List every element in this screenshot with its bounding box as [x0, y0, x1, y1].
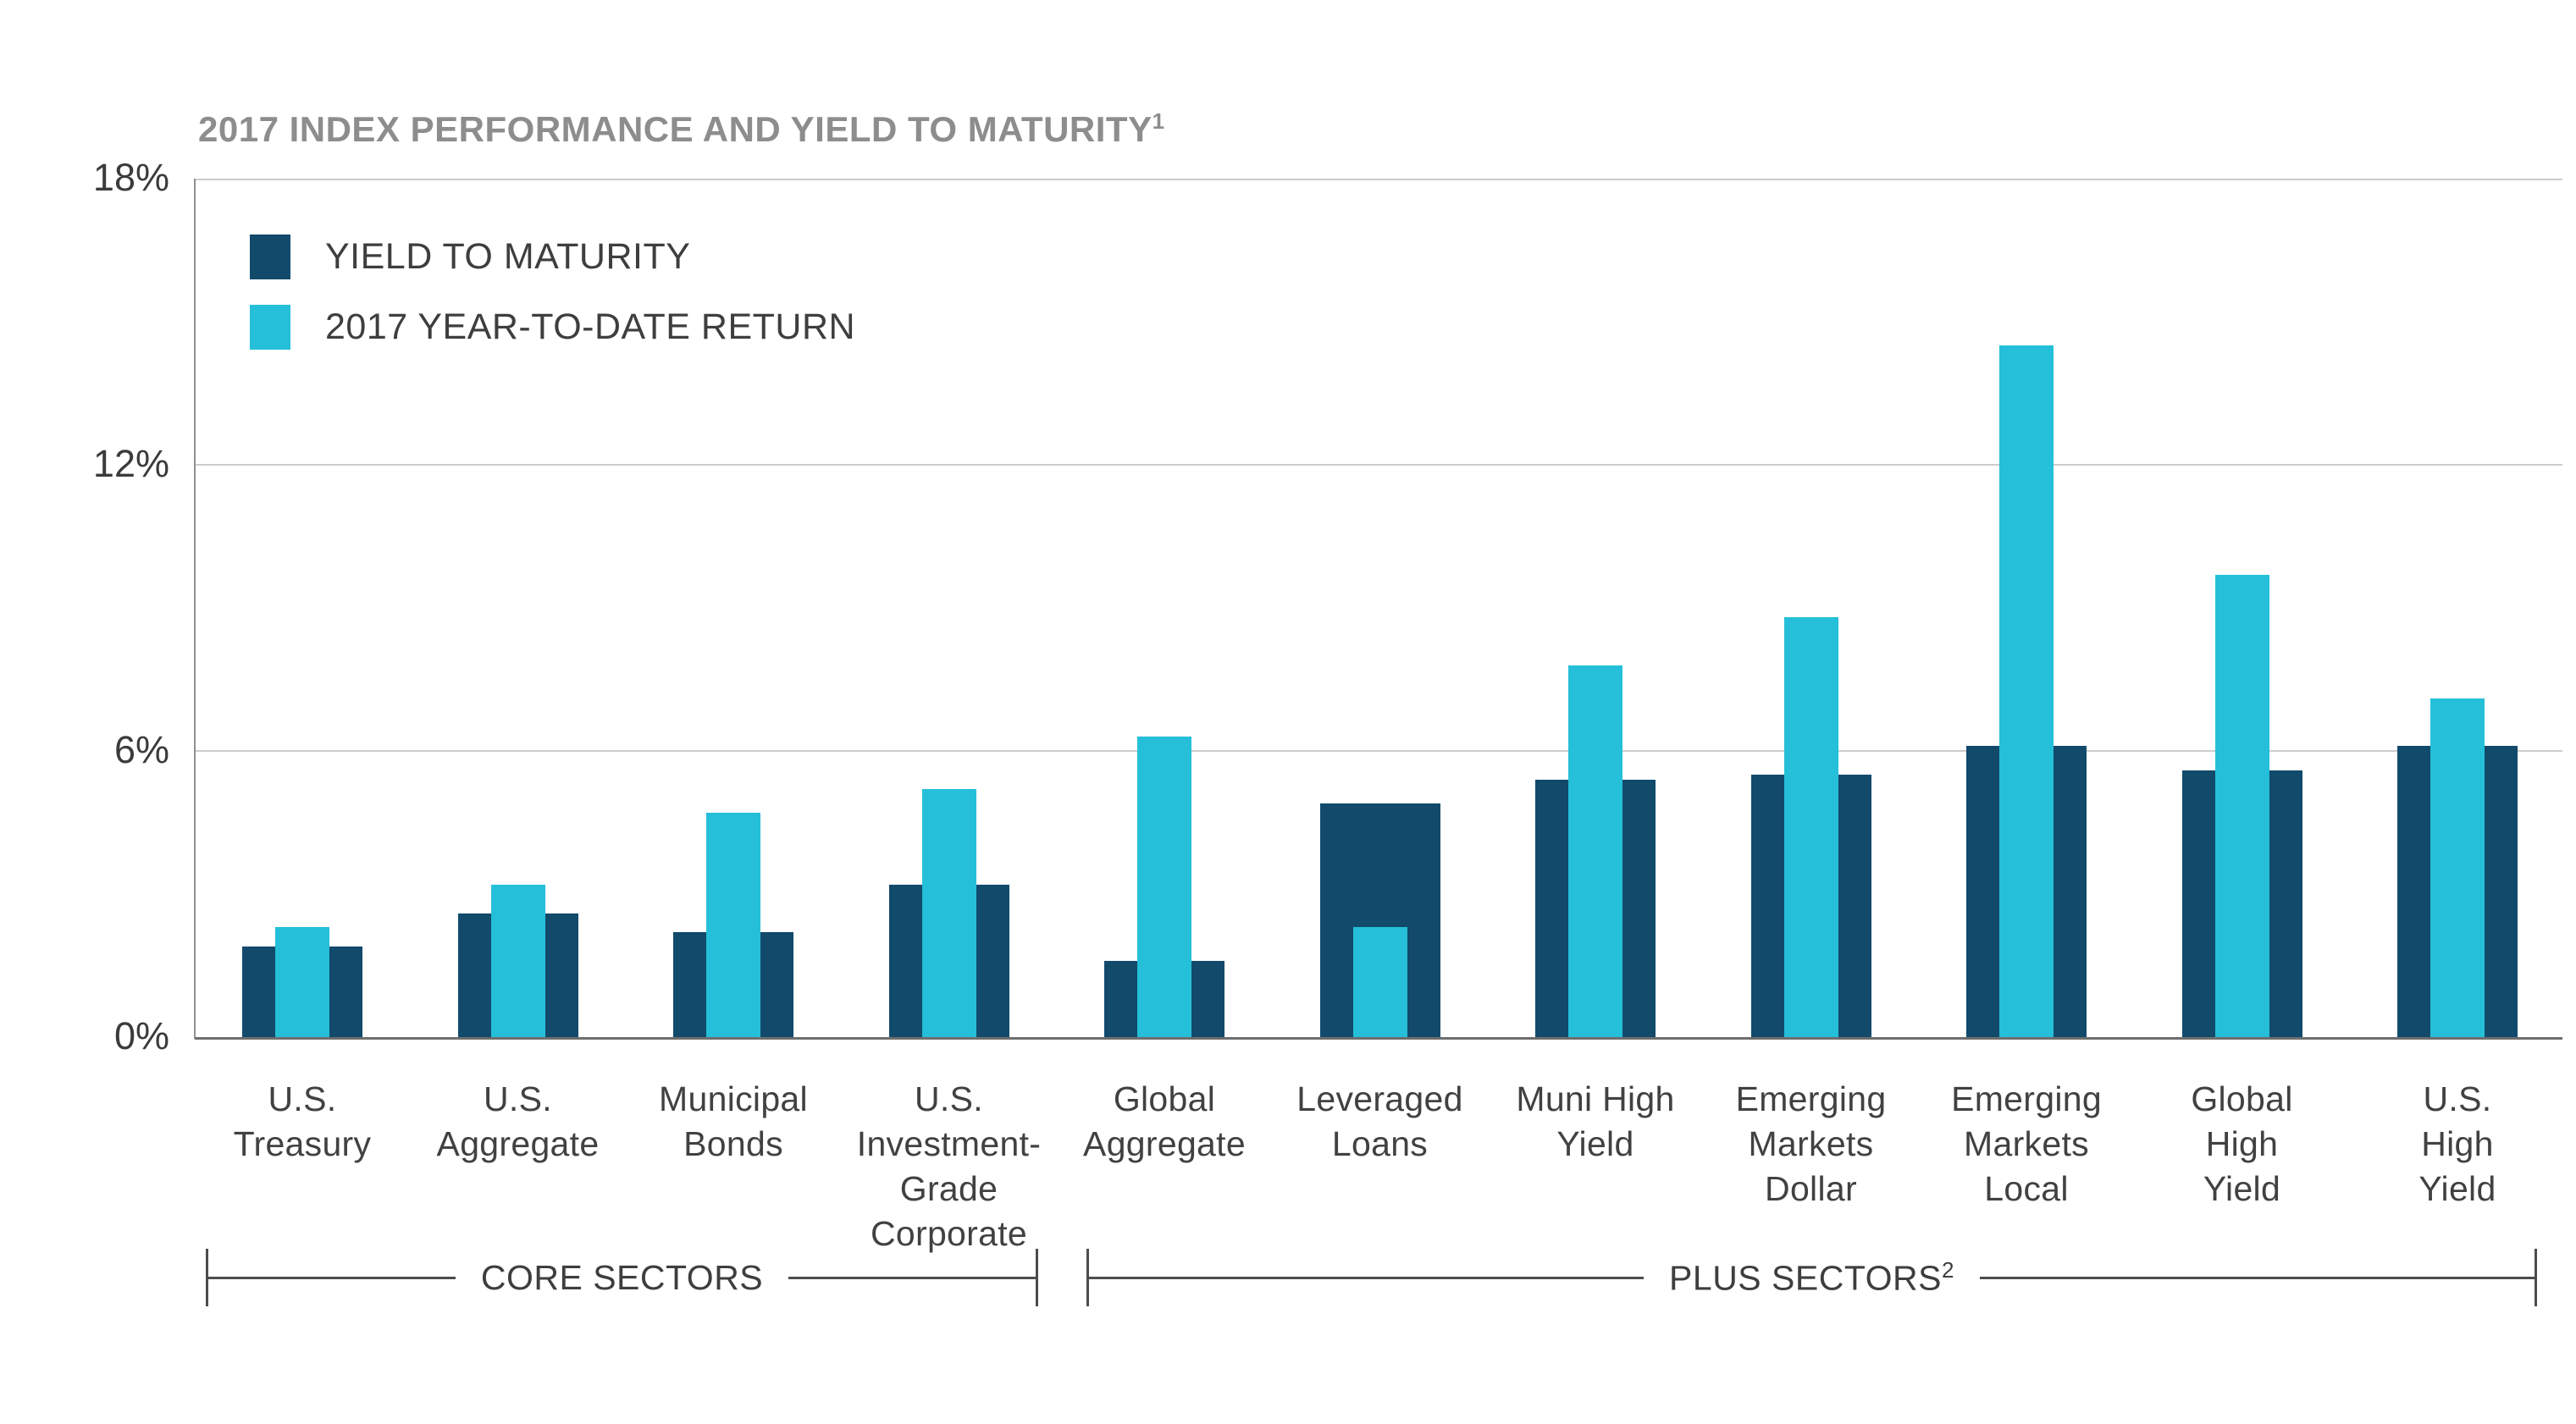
bar-ytd-return-global-high-yield — [2214, 574, 2269, 1037]
legend-item-ytd-return: 2017 YEAR-TO-DATE RETURN — [250, 304, 855, 350]
gridline-6pct — [195, 750, 2562, 752]
bar-ytd-return-emerging-markets-local — [1999, 345, 2054, 1037]
bar-ytd-return-municipal-bonds — [706, 813, 760, 1037]
bracket-line — [788, 1276, 1036, 1279]
x-axis-label-global-high-yield: Global High Yield — [2191, 1079, 2293, 1208]
bracket-right-tick — [2535, 1249, 2538, 1306]
x-axis-label-u-s-investment-grade-corporate: U.S. Investment- Grade Corporate — [856, 1079, 1042, 1253]
legend-label-ytd-return: 2017 YEAR-TO-DATE RETURN — [325, 306, 856, 347]
bracket-right-tick — [1036, 1249, 1038, 1306]
bracket-line — [1979, 1276, 2535, 1279]
y-axis-line — [194, 179, 196, 1039]
plus-sectors-footnote-marker: 2 — [1942, 1256, 1954, 1283]
plus-sectors-label-text: PLUS SECTORS — [1669, 1258, 1942, 1298]
bar-ytd-return-u-s-treasury — [275, 927, 329, 1037]
bar-ytd-return-global-aggregate — [1137, 737, 1191, 1037]
bracket-line — [1089, 1276, 1645, 1279]
chart-title-footnote-marker: 1 — [1152, 108, 1165, 134]
x-axis-label-emerging-markets-dollar: Emerging Markets Dollar — [1735, 1079, 1887, 1208]
y-tick-label-18pct: 18% — [92, 156, 169, 199]
bracket-line — [208, 1276, 456, 1279]
x-axis-label-u-s-high-yield: U.S. High Yield — [2418, 1079, 2496, 1208]
x-axis-label-u-s-treasury: U.S. Treasury — [233, 1079, 372, 1163]
y-tick-label-0pct: 0% — [113, 1014, 169, 1057]
legend-item-yield-to-maturity: YIELD TO MATURITY — [250, 234, 690, 279]
legend-label-yield-to-maturity: YIELD TO MATURITY — [325, 235, 691, 277]
core-sectors-label-text: CORE SECTORS — [480, 1257, 764, 1297]
legend-swatch-ytd-return — [250, 304, 290, 350]
x-axis-label-emerging-markets-local: Emerging Markets Local — [1951, 1079, 2102, 1208]
y-tick-label-12pct: 12% — [92, 442, 169, 485]
core-sectors-bracket: CORE SECTORS — [206, 1249, 1038, 1306]
bar-ytd-return-emerging-markets-dollar — [1783, 617, 1838, 1037]
bar-ytd-return-u-s-aggregate — [490, 884, 545, 1037]
bar-ytd-return-u-s-investment-grade-corporate — [921, 789, 976, 1037]
plus-sectors-bracket: PLUS SECTORS2 — [1086, 1249, 2538, 1306]
x-axis-label-municipal-bonds: Municipal Bonds — [659, 1079, 808, 1163]
gridline-12pct — [195, 464, 2562, 466]
x-axis-label-u-s-aggregate: U.S. Aggregate — [436, 1079, 600, 1163]
core-sectors-label: CORE SECTORS — [456, 1258, 788, 1298]
plot-top-border — [195, 179, 2562, 180]
bracket-left-tick — [1086, 1249, 1089, 1306]
chart-title: 2017 INDEX PERFORMANCE AND YIELD TO MATU… — [198, 108, 1165, 150]
chart-title-text: 2017 INDEX PERFORMANCE AND YIELD TO MATU… — [198, 109, 1153, 149]
bar-ytd-return-muni-high-yield — [1568, 665, 1622, 1037]
legend-swatch-yield-to-maturity — [250, 234, 290, 279]
x-axis-label-leveraged-loans: Leveraged Loans — [1296, 1079, 1463, 1163]
plus-sectors-label: PLUS SECTORS2 — [1644, 1257, 1980, 1299]
x-axis-label-muni-high-yield: Muni High Yield — [1516, 1079, 1675, 1163]
bar-ytd-return-leveraged-loans — [1352, 927, 1407, 1037]
x-axis-label-global-aggregate: Global Aggregate — [1083, 1079, 1246, 1163]
x-axis-line — [195, 1037, 2562, 1040]
bar-ytd-return-u-s-high-yield — [2430, 698, 2485, 1037]
y-tick-label-6pct: 6% — [113, 728, 169, 771]
bracket-left-tick — [206, 1249, 208, 1306]
